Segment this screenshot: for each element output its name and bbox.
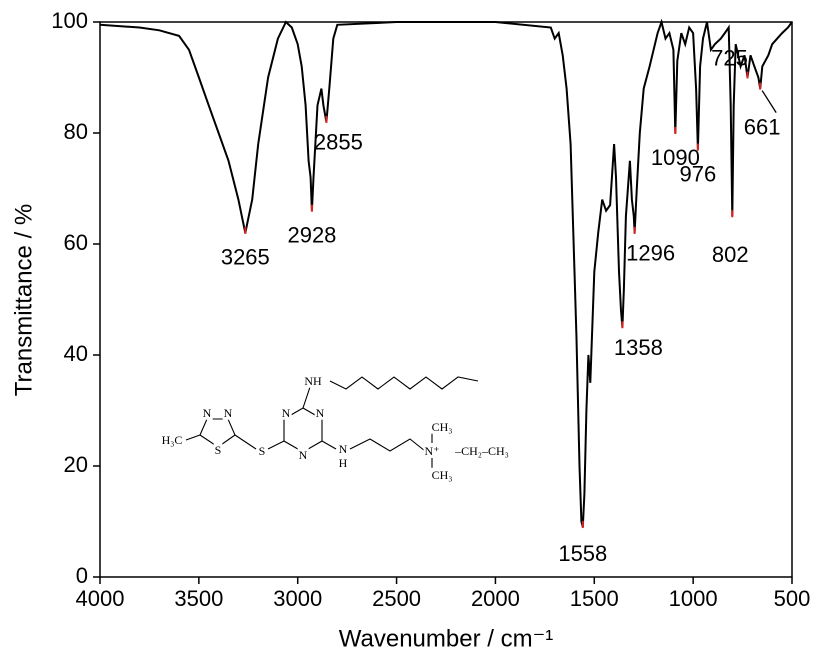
peak-label: 725 bbox=[711, 45, 748, 70]
bond bbox=[234, 434, 257, 450]
y-tick-label: 20 bbox=[64, 452, 88, 477]
peak-label: 1358 bbox=[614, 335, 663, 360]
structure-label: N⁺ bbox=[425, 444, 440, 458]
peak-label: 1296 bbox=[626, 241, 675, 266]
label-background bbox=[337, 441, 349, 456]
annotation-arrow bbox=[761, 90, 777, 113]
x-tick-label: 3500 bbox=[174, 586, 223, 611]
structure-label: N bbox=[339, 442, 348, 456]
structure-label: N bbox=[299, 448, 308, 462]
propyl-chain bbox=[349, 438, 426, 452]
structure-label: H bbox=[339, 456, 348, 470]
structure-label: N bbox=[224, 406, 233, 420]
label-background bbox=[201, 405, 213, 420]
peak-label: 802 bbox=[712, 242, 749, 267]
peak-label: 976 bbox=[680, 161, 717, 186]
structure-label: –CH₂–CH₃ bbox=[454, 444, 509, 458]
label-background bbox=[430, 467, 454, 482]
peak-label: 1558 bbox=[558, 541, 607, 566]
structure-label: NH bbox=[304, 374, 322, 388]
y-tick-label: 60 bbox=[64, 230, 88, 255]
label-background bbox=[303, 373, 323, 388]
label-background bbox=[314, 405, 326, 420]
structure-label: N bbox=[316, 406, 325, 420]
bond bbox=[321, 440, 337, 450]
peak-label: 1090 bbox=[651, 145, 700, 170]
y-tick-label: 100 bbox=[51, 8, 88, 33]
x-axis-title: Wavenumber / cm⁻¹ bbox=[339, 625, 554, 652]
y-tick-label: 80 bbox=[64, 119, 88, 144]
structure-label: H₃C bbox=[162, 433, 183, 447]
peak-label: 661 bbox=[744, 114, 781, 139]
structure-label: CH₃ bbox=[432, 468, 453, 482]
x-tick-label: 2500 bbox=[372, 586, 421, 611]
bond bbox=[267, 440, 285, 450]
label-background bbox=[423, 443, 441, 458]
structure-label: S bbox=[259, 444, 266, 458]
spectrum-line bbox=[99, 18, 793, 528]
label-background bbox=[337, 455, 349, 470]
peak-label: 3265 bbox=[221, 245, 270, 270]
x-tick-label: 3000 bbox=[273, 586, 322, 611]
octyl-chain bbox=[329, 376, 479, 390]
plot-frame bbox=[99, 21, 793, 578]
label-background bbox=[430, 419, 454, 434]
label-background bbox=[213, 442, 223, 457]
label-background bbox=[453, 443, 510, 458]
label-background bbox=[222, 405, 234, 420]
x-tick-label: 1500 bbox=[570, 586, 619, 611]
structure-label: S bbox=[215, 443, 222, 457]
x-tick-label: 1000 bbox=[669, 586, 718, 611]
label-background bbox=[297, 447, 309, 462]
x-tick-label: 4000 bbox=[76, 586, 125, 611]
structure-label: N bbox=[282, 406, 291, 420]
x-tick-label: 2000 bbox=[471, 586, 520, 611]
label-background bbox=[280, 405, 292, 420]
structure-label: CH₃ bbox=[432, 420, 453, 434]
peak-label: 2855 bbox=[314, 130, 363, 155]
x-tick-label: 500 bbox=[774, 586, 811, 611]
bond bbox=[302, 386, 311, 409]
y-axis-title: Transmittance / % bbox=[10, 204, 37, 397]
bond bbox=[185, 434, 201, 441]
structure-label: N bbox=[203, 406, 212, 420]
y-tick-label: 0 bbox=[76, 563, 88, 588]
y-tick-label: 40 bbox=[64, 341, 88, 366]
peak-label: 2928 bbox=[287, 223, 336, 248]
label-background bbox=[257, 443, 267, 458]
label-background bbox=[160, 432, 184, 447]
